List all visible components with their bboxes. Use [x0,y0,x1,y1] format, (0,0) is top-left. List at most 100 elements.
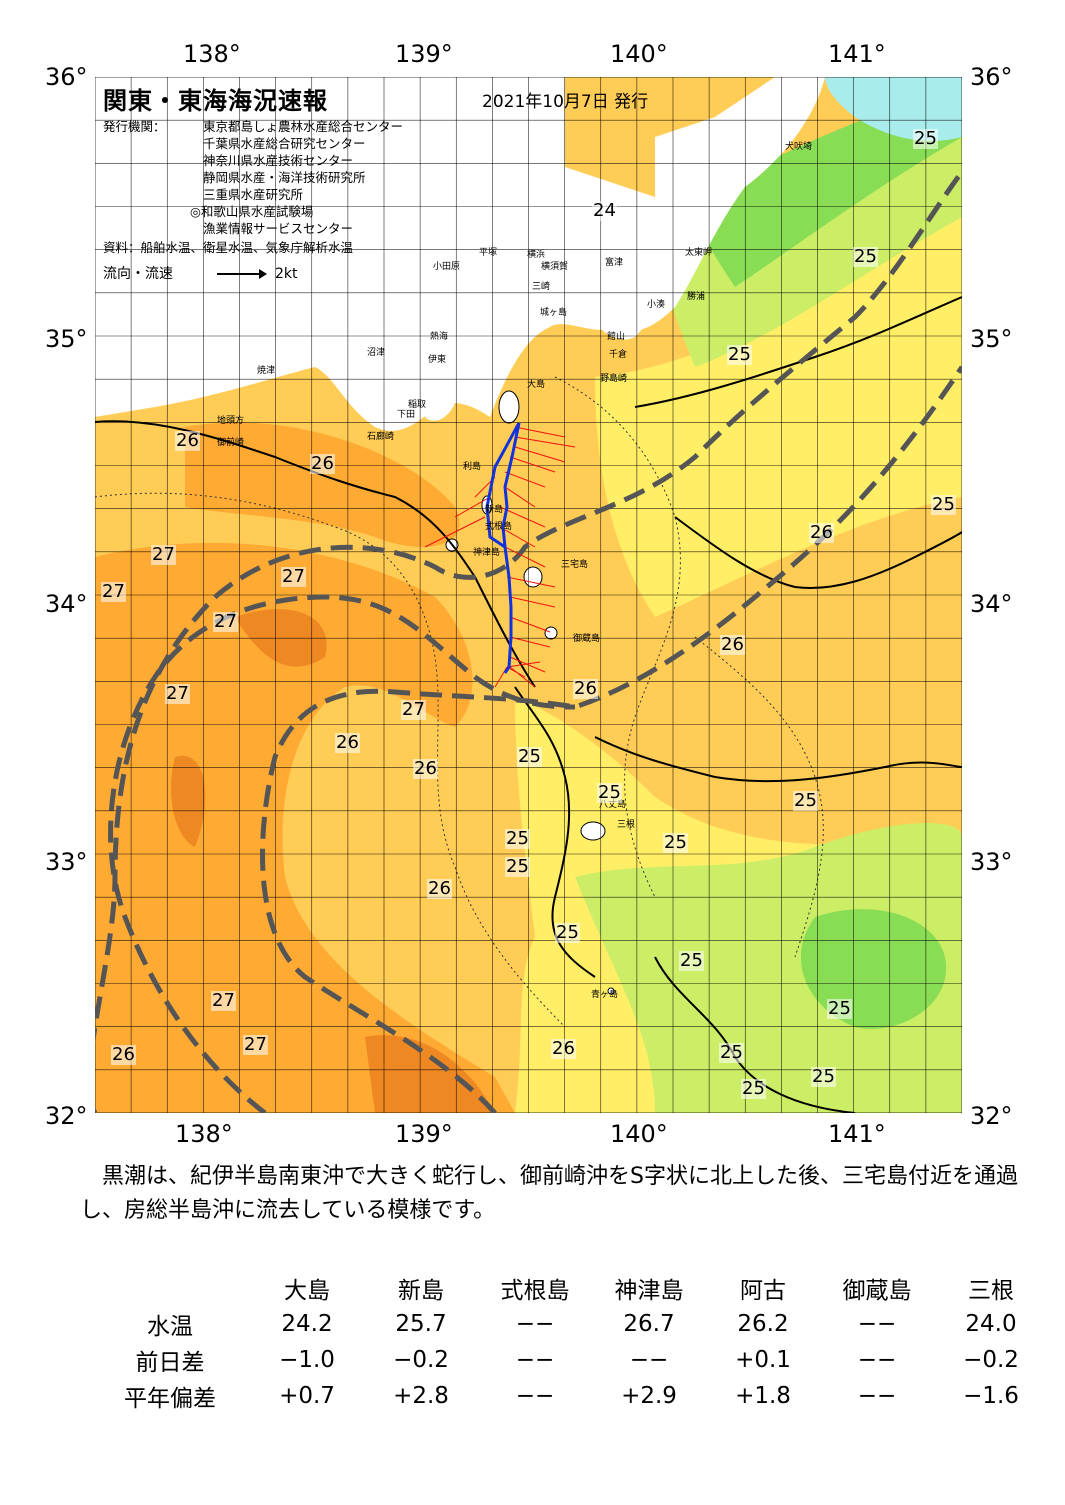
lat-label: 35° [45,325,88,353]
depth-contour [95,492,566,1028]
lat-label: 34° [45,590,88,618]
isotherm-label: 25 [663,832,688,853]
place-name: 三根 [617,820,636,830]
table-cell: 24.2 [281,1311,333,1337]
place-name: 熱海 [430,332,449,342]
place-name: 地頭方 [217,416,245,426]
water-23-patch [800,909,947,1029]
kuroshio-axis-inner-east [260,365,962,1113]
water-24-south [575,823,962,1113]
place-name: 三崎 [532,282,551,292]
table-cell: 25.7 [395,1311,447,1337]
place-name: 城ヶ島 [540,308,568,318]
lat-label: 33° [45,848,88,876]
place-name: 富津 [605,258,624,268]
current-vectors [424,426,576,688]
isotherm-label: 27 [151,544,176,565]
issuer-item: 三重県水産研究所 [203,187,304,202]
table-cell: +2.8 [393,1383,449,1409]
table-cell: −1.6 [963,1383,1019,1409]
table-cell: −0.2 [963,1347,1019,1373]
isotherm-label: 26 [427,878,452,899]
place-name: 勝浦 [687,292,706,302]
table-row: 前日差 −1.0 −0.2 −− −− +0.1 −− −0.2 [90,1342,1048,1378]
place-name: 沼津 [367,348,386,358]
isotherm-line [514,686,596,978]
kuroshio-axis [95,170,962,1113]
lat-label: 32° [970,1102,1013,1130]
place-name: 大島 [527,380,546,390]
table-cell: +1.8 [735,1383,791,1409]
isotherm-label: 27 [211,990,236,1011]
temperature-table: 大島 新島 式根島 神津島 阿古 御蔵島 三根 水温 24.2 25.7 −− … [90,1270,1048,1414]
isotherm-label: 26 [720,634,745,655]
depth-contour [554,376,681,898]
isotherm-label: 26 [809,522,834,543]
isotherm-label: 25 [597,782,622,803]
isotherm-label: 26 [551,1038,576,1059]
isotherm-label: 25 [913,128,938,149]
table-header-row: 大島 新島 式根島 神津島 阿古 御蔵島 三根 [90,1270,1048,1306]
place-name: 式根島 [485,522,513,532]
table-cell: +0.1 [735,1347,791,1373]
issuer-item: 漁業情報サービスセンター [203,221,354,236]
place-name: 下田 [397,410,416,420]
lon-label: 138° [183,40,241,68]
island-aogashima [607,987,615,995]
table-cell: −1.0 [279,1347,335,1373]
table-cell: 26.2 [737,1311,789,1337]
bathymetry-lines [95,376,824,1028]
place-name: 千倉 [609,350,628,360]
isotherm-label: 25 [793,790,818,811]
data-sources: 資料：船舶水温、衛星水温、気象庁解析水温 [103,240,354,255]
lon-label: 138° [175,1120,233,1148]
station-header: 阿古 [740,1278,786,1304]
isotherm-label: 26 [175,430,200,451]
station-header: 大島 [284,1278,330,1304]
lon-label: 140° [610,1120,668,1148]
place-name: 館山 [607,332,626,342]
isotherm-label: 25 [679,950,704,971]
issuer-item: 神奈川県水産技術センター [203,153,354,168]
grid-lines [95,77,962,1113]
place-name: 野島崎 [600,374,628,384]
lat-label: 32° [45,1102,88,1130]
station-header: 御蔵島 [842,1278,912,1304]
table-cell: 26.7 [623,1311,675,1337]
table-cell: −− [515,1383,555,1409]
isotherm-label: 25 [853,246,878,267]
isotherm-label: 25 [741,1078,766,1099]
row-label: 水温 [147,1314,193,1340]
issuer-item: 千葉県水産総合研究センター [203,136,366,151]
isotherm-label: 25 [517,746,542,767]
isotherm-label: 25 [827,998,852,1019]
isotherm-label: 27 [281,566,306,587]
land-honshu [95,77,825,431]
isotherm-line [674,516,962,589]
land-izu [418,307,462,421]
isotherm-label: 27 [213,611,238,632]
place-name: 小湊 [647,300,666,310]
place-name: 伊東 [428,355,447,365]
ship-track [485,422,521,549]
issue-date: 2021年10月7日 発行 [482,92,649,112]
place-name: 稲取 [408,400,427,410]
station-header: 式根島 [500,1278,570,1304]
isotherm-label: 25 [727,344,752,365]
lat-label: 34° [970,590,1013,618]
place-name: 石廊崎 [367,432,395,442]
flow-scale-arrow-icon [217,269,267,279]
table-cell: −− [515,1311,555,1337]
water-25-north [595,197,962,617]
place-name: 八丈島 [599,800,627,810]
row-label: 平年偏差 [124,1386,216,1412]
place-name: 利島 [463,462,482,472]
lat-label: 36° [45,63,88,91]
table-cell: −− [857,1383,897,1409]
row-label: 前日差 [135,1350,205,1376]
isotherm-line [634,296,962,408]
place-name: 新島 [485,505,504,515]
summary-text: 黒潮は、紀伊半島南東沖で大きく蛇行し、御前崎沖をS字状に北上した後、三宅島付近を… [80,1164,1018,1223]
lon-label: 139° [395,1120,453,1148]
place-name: 御蔵島 [573,634,601,644]
